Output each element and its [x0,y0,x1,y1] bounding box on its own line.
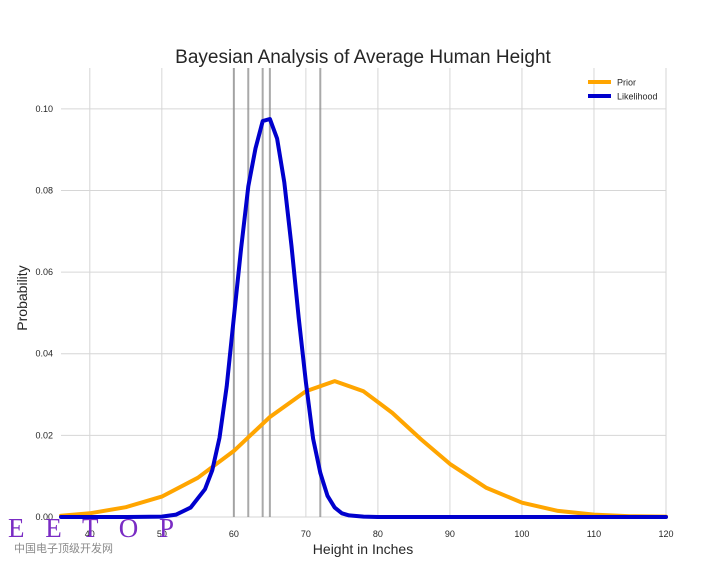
chart-title: Bayesian Analysis of Average Human Heigh… [175,47,551,68]
watermark-logo: E E T O P [8,513,182,543]
x-axis-label: Height in Inches [313,541,413,557]
y-tick-label: 0.08 [35,185,53,195]
series-lines [59,117,668,519]
y-tick-label: 0.06 [35,267,53,277]
series-line-prior [59,379,668,519]
legend: Prior Likelihood [588,78,658,102]
x-tick-label: 60 [229,529,239,539]
y-axis-label: Probability [14,265,30,330]
x-tick-label: 40 [85,529,95,539]
x-tick-label: 50 [157,529,167,539]
watermark-subtitle: 中国电子顶级开发网 [14,542,113,555]
series-line-likelihood [59,117,668,519]
reference-lines [232,68,322,517]
x-tick-label: 70 [301,529,311,539]
y-tick-label: 0.02 [35,430,53,440]
x-tick-label: 110 [587,529,601,539]
plot-area [61,68,666,517]
y-tick-label: 0.10 [35,104,53,114]
x-tick-label: 90 [445,529,455,539]
y-tick-label: 0.00 [35,512,53,522]
grid [61,68,667,518]
tick-labels: 0.00 0.02 0.04 0.06 0.08 0.10 40 50 60 70 80 90 100 1… [35,104,673,539]
legend-label-prior: Prior [617,78,636,88]
x-tick-label: 100 [514,529,529,539]
x-tick-label: 120 [658,529,673,539]
watermark: E E T O P 中国电子顶级开发网 [8,514,181,556]
y-tick-label: 0.04 [35,349,53,359]
x-tick-label: 80 [373,529,383,539]
legend-label-likelihood: Likelihood [617,92,658,102]
